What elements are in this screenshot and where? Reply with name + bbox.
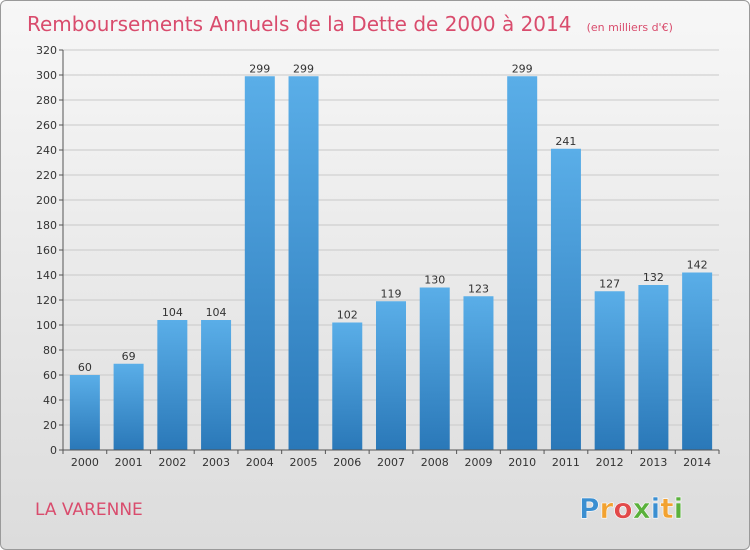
data-label-2001: 69	[122, 350, 136, 363]
data-label-2005: 299	[293, 62, 314, 75]
y-tick-label: 220	[36, 169, 57, 182]
y-tick-label: 60	[43, 369, 57, 382]
bar-2011	[550, 148, 581, 450]
y-tick-label: 20	[43, 419, 57, 432]
x-tick-label-2003: 2003	[202, 456, 230, 469]
bar-2008	[419, 287, 450, 450]
chart-title: Remboursements Annuels de la Dette de 20…	[27, 12, 673, 36]
x-tick-label-2007: 2007	[377, 456, 405, 469]
y-tick-label: 180	[36, 219, 57, 232]
bar-2005	[288, 76, 319, 450]
data-label-2012: 127	[599, 277, 620, 290]
logo-letter: r	[600, 492, 614, 525]
bar-2012	[594, 291, 625, 450]
y-tick-label: 280	[36, 94, 57, 107]
data-label-2010: 299	[512, 62, 533, 75]
x-tick-label-2006: 2006	[333, 456, 361, 469]
data-label-2013: 132	[643, 271, 664, 284]
logo-letter: t	[660, 492, 673, 525]
bar-2009	[463, 296, 494, 450]
data-label-2002: 104	[162, 306, 183, 319]
logo-letter: x	[633, 492, 651, 525]
data-label-2011: 241	[555, 135, 576, 148]
x-tick-label-2008: 2008	[421, 456, 449, 469]
x-tick-label-2012: 2012	[596, 456, 624, 469]
data-label-2009: 123	[468, 282, 489, 295]
y-tick-label: 120	[36, 294, 57, 307]
x-tick-label-2005: 2005	[290, 456, 318, 469]
axes	[62, 50, 719, 451]
title-text: Remboursements Annuels de la Dette de 20…	[27, 12, 571, 36]
x-tick-label-2009: 2009	[464, 456, 492, 469]
y-tick-label: 300	[36, 69, 57, 82]
bar-2002	[157, 320, 188, 450]
data-label-2007: 119	[381, 287, 402, 300]
logo-letter: P	[579, 492, 600, 525]
logo-letter: i	[674, 492, 684, 525]
data-label-2008: 130	[424, 274, 445, 287]
logo-letter: o	[613, 492, 632, 525]
commune-name: LA VARENNE	[35, 500, 143, 520]
x-tick-label-2011: 2011	[552, 456, 580, 469]
x-tick-label-2004: 2004	[246, 456, 274, 469]
y-tick-label: 160	[36, 244, 57, 257]
y-tick-label: 0	[50, 444, 57, 457]
x-tick-label-2013: 2013	[639, 456, 667, 469]
bar-2003	[201, 320, 232, 450]
y-tick-label: 240	[36, 144, 57, 157]
y-axis-ticks: 0 20 40 60 80 100 120 140 160 180 200 220 240 260 280 3…	[36, 44, 63, 457]
bar-2000	[69, 375, 100, 450]
x-tick-label-2001: 2001	[115, 456, 143, 469]
unit-text: (en milliers d'€)	[587, 21, 673, 34]
bar-2004	[244, 76, 275, 450]
x-tick-label-2002: 2002	[158, 456, 186, 469]
bar-2001	[113, 363, 144, 450]
bars	[69, 76, 713, 450]
x-axis-ticks: 2000 2001 2002 2003 2004 2005 2006 2007 2008 2009…	[62, 450, 720, 469]
proxiti-logo: Proxiti	[579, 492, 684, 526]
bar-2006	[332, 322, 363, 450]
data-label-2000: 60	[78, 361, 92, 374]
y-tick-label: 100	[36, 319, 57, 332]
y-tick-label: 260	[36, 119, 57, 132]
logo-text: Proxiti	[579, 492, 683, 525]
x-tick-label-2014: 2014	[683, 456, 711, 469]
data-label-2003: 104	[206, 306, 227, 319]
bar-2013	[638, 285, 669, 450]
x-tick-label-2010: 2010	[508, 456, 536, 469]
bar-2014	[682, 272, 713, 450]
logo-letter: i	[651, 492, 661, 525]
data-label-2004: 299	[249, 62, 270, 75]
y-tick-label: 320	[36, 44, 57, 57]
bar-2010	[507, 76, 538, 450]
y-tick-label: 80	[43, 344, 57, 357]
y-tick-label: 40	[43, 394, 57, 407]
bar-2007	[376, 301, 406, 450]
data-label-2014: 142	[687, 259, 708, 272]
y-tick-label: 140	[36, 269, 57, 282]
data-label-2006: 102	[337, 309, 358, 322]
x-tick-label-2000: 2000	[71, 456, 99, 469]
y-tick-label: 200	[36, 194, 57, 207]
data-labels: 60 69 104 104 299 299 102 119 130 123 299 241 127 132…	[78, 62, 708, 374]
